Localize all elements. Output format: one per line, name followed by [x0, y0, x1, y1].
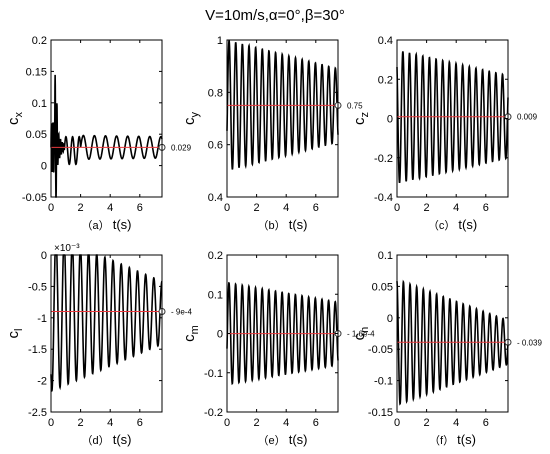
mean-value-label: 0.029	[171, 143, 192, 152]
y-tick-label: -0.1	[374, 376, 393, 388]
y-tick-label: -0.2	[374, 153, 393, 165]
mean-value-label: 0.009	[517, 113, 538, 122]
signal-series	[396, 279, 509, 406]
y-axis-label: cl	[5, 329, 25, 339]
x-tick-label: 4	[453, 417, 459, 429]
x-tick-label: 4	[107, 202, 113, 214]
x-tick-label: 6	[313, 202, 319, 214]
y-tick-label: 0.4	[208, 192, 223, 204]
x-tick-label: 0	[48, 202, 54, 214]
y-tick-label: 0.4	[378, 35, 393, 47]
y-tick-label: -0.5	[28, 281, 47, 293]
y-tick-label: 0	[41, 161, 47, 173]
signal-series	[50, 74, 163, 198]
chart-panel-6: - 0.039 0 2 4 6 -0.15 -0.1 -0.05 0 0.05 0.1 （f） t(s…	[351, 250, 542, 447]
x-axis-label: （b） t(s)	[258, 217, 308, 232]
y-tick-label: -0.1	[204, 368, 223, 380]
y-tick-label: 0.1	[378, 250, 393, 262]
x-tick-label: 2	[78, 417, 84, 429]
x-tick-label: 0	[224, 202, 230, 214]
x-tick-label: 6	[313, 417, 319, 429]
y-axis-label: cm	[181, 325, 201, 342]
chart-panel-4: - 9e-4 0 2 4 6 -2.5 -2 -1.5 -1 -0.5 0 ×10⁻³ （d） t(s)…	[5, 243, 192, 447]
x-axis-label: （c） t(s)	[428, 217, 477, 232]
y-tick-label: -1	[37, 313, 47, 325]
x-tick-label: 2	[78, 202, 84, 214]
y-tick-label: 0.1	[208, 289, 223, 301]
signal-series	[226, 40, 339, 170]
x-tick-label: 6	[137, 417, 143, 429]
y-scale-label: ×10⁻³	[54, 243, 80, 254]
x-tick-label: 0	[224, 417, 230, 429]
y-tick-label: 0	[41, 250, 47, 262]
y-tick-label: -0.05	[22, 192, 47, 204]
mean-value-label: - 1.6e-4	[347, 330, 375, 339]
y-tick-label: -2.5	[28, 407, 47, 419]
x-tick-label: 4	[283, 417, 289, 429]
axes-box	[396, 254, 509, 413]
signal-series	[226, 281, 339, 386]
axes-box	[50, 254, 163, 413]
mean-value-label: - 9e-4	[171, 308, 192, 317]
x-tick-label: 2	[254, 417, 260, 429]
x-axis-label: （d） t(s)	[82, 432, 132, 447]
y-tick-label: 0.2	[208, 250, 223, 262]
y-tick-label: 0.15	[26, 66, 47, 78]
y-tick-label: 0	[387, 313, 393, 325]
y-tick-label: 0.6	[208, 140, 223, 152]
y-tick-label: 0.1	[32, 98, 47, 110]
x-axis-label: （f） t(s)	[429, 432, 476, 447]
y-tick-label: -0.4	[374, 192, 393, 204]
x-tick-label: 2	[424, 417, 430, 429]
y-tick-label: 0	[217, 329, 223, 341]
y-tick-label: -0.05	[368, 344, 393, 356]
y-tick-label: -1.5	[28, 344, 47, 356]
signal-series	[50, 254, 163, 393]
y-axis-label: cn	[351, 327, 371, 341]
y-tick-label: 0.05	[26, 129, 47, 141]
y-tick-label: 1	[217, 35, 223, 47]
x-tick-label: 4	[453, 202, 459, 214]
chart-panel-5: - 1.6e-4 0 2 4 6 -0.2 -0.1 0 0.1 0.2 （e） t(s) cm	[181, 250, 375, 447]
x-tick-label: 0	[48, 417, 54, 429]
x-tick-label: 4	[283, 202, 289, 214]
x-axis-label: （a） t(s)	[82, 217, 132, 232]
y-tick-label: -0.15	[368, 407, 393, 419]
mean-value-label: - 0.039	[517, 338, 542, 347]
chart-panel-2: 0.75 0 2 4 6 0.4 0.6 0.8 1 （b） t(s) cy	[181, 35, 363, 232]
mean-value-label: 0.75	[347, 101, 363, 110]
y-axis-label: cz	[351, 112, 371, 125]
x-tick-label: 6	[483, 202, 489, 214]
y-tick-label: 0.2	[378, 74, 393, 86]
x-tick-label: 4	[107, 417, 113, 429]
figure-title: V=10m/s,α=0°,β=30°	[205, 7, 345, 24]
axes-box	[50, 39, 163, 198]
axes-box	[226, 39, 339, 198]
y-tick-label: 0	[387, 114, 393, 126]
x-tick-label: 6	[483, 417, 489, 429]
signal-series	[396, 51, 509, 184]
y-tick-label: 0.8	[208, 87, 223, 99]
x-tick-label: 0	[394, 202, 400, 214]
x-tick-label: 6	[137, 202, 143, 214]
y-tick-label: -0.2	[204, 407, 223, 419]
x-tick-label: 2	[254, 202, 260, 214]
chart-panel-3: 0.009 0 2 4 6 -0.4 -0.2 0 0.2 0.4 （c） t(s) cz	[351, 35, 538, 232]
x-tick-label: 0	[394, 417, 400, 429]
x-axis-label: （e） t(s)	[258, 432, 308, 447]
x-tick-label: 2	[424, 202, 430, 214]
y-tick-label: 0.05	[372, 281, 393, 293]
y-axis-label: cy	[181, 112, 201, 126]
y-tick-label: -2	[37, 376, 47, 388]
y-tick-label: 0.2	[32, 35, 47, 47]
y-axis-label: cx	[5, 112, 25, 126]
